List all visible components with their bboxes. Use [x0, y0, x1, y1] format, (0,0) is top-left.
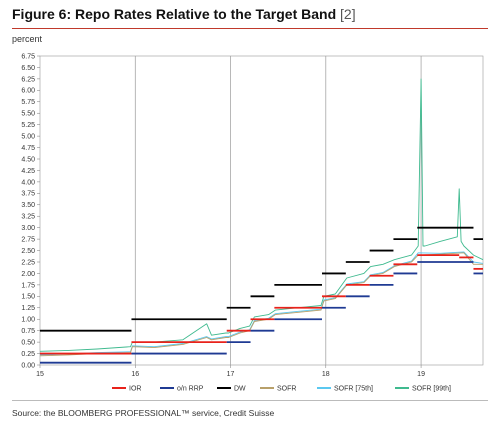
y-tick-label: 0.75	[21, 328, 35, 335]
series-sofr-line	[39, 252, 483, 357]
title-bar: Figure 6: Repo Rates Relative to the Tar…	[12, 6, 488, 29]
x-tick-label: 19	[417, 371, 425, 378]
x-tick-label: 15	[36, 371, 44, 378]
chart-legend: IOR o/n RRP DW SOFR SOFR [75th] SOFR [99th]	[112, 386, 451, 393]
y-tick-label: 6.00	[21, 88, 35, 95]
y-tick-label: 6.50	[21, 65, 35, 72]
y-tick-label: 6.25	[21, 76, 35, 83]
source-divider	[12, 400, 488, 401]
series-sofr-99th-line	[39, 78, 484, 352]
y-tick-label: 5.25	[21, 122, 35, 129]
y-tick-label: 0.25	[21, 351, 35, 358]
chart-title: Figure 6: Repo Rates Relative to the Tar…	[12, 6, 356, 22]
y-tick-label: 4.00	[21, 179, 35, 186]
y-tick-label: 0.50	[21, 340, 35, 347]
legend-label-sofr: SOFR	[277, 386, 296, 393]
chart-title-suffix: [2]	[340, 6, 356, 22]
y-tick-label: 3.25	[21, 214, 35, 221]
plot-area	[39, 78, 484, 364]
y-axis-ticks: 0.00 0.25 0.50 0.75 1.00 1.25 1.50 1.75 2.00 2.25…	[21, 53, 40, 369]
y-tick-label: 3.75	[21, 191, 35, 198]
y-tick-label: 3.50	[21, 202, 35, 209]
y-tick-label: 2.50	[21, 248, 35, 255]
x-tick-label: 18	[322, 371, 330, 378]
plot-frame	[39, 55, 484, 366]
y-tick-label: 4.50	[21, 156, 35, 163]
y-tick-label: 1.25	[21, 305, 35, 312]
y-tick-label: 5.75	[21, 99, 35, 106]
chart-title-text: Figure 6: Repo Rates Relative to the Tar…	[12, 6, 337, 22]
x-tick-label: 16	[131, 371, 139, 378]
x-tick-label: 17	[227, 371, 235, 378]
y-tick-label: 4.25	[21, 168, 35, 175]
y-tick-label: 6.75	[21, 53, 35, 60]
y-tick-label: 1.50	[21, 294, 35, 301]
x-axis-ticks: 15 16 17 18 19	[36, 365, 425, 378]
y-tick-label: 3.00	[21, 225, 35, 232]
legend-label-o-n-rrp: o/n RRP	[177, 386, 204, 393]
y-tick-label: 4.75	[21, 145, 35, 152]
y-tick-label: 2.75	[21, 237, 35, 244]
y-axis-unit: percent	[12, 34, 43, 44]
y-tick-label: 2.25	[21, 259, 35, 266]
legend-label-sofr-99th: SOFR [99th]	[412, 386, 451, 393]
legend-label-ior: IOR	[129, 386, 141, 393]
y-tick-label: 5.00	[21, 134, 35, 141]
y-tick-label: 1.00	[21, 317, 35, 324]
series-sofr-75th-line	[39, 251, 484, 356]
legend-label-sofr-75th: SOFR [75th]	[334, 386, 373, 393]
y-tick-label: 0.00	[21, 362, 35, 369]
source-note: Source: the BLOOMBERG PROFESSIONAL™ serv…	[12, 408, 275, 418]
y-tick-label: 2.00	[21, 271, 35, 278]
legend-label-dw: DW	[234, 386, 246, 393]
y-tick-label: 1.75	[21, 282, 35, 289]
y-tick-label: 5.50	[21, 111, 35, 118]
repo-rates-chart: 0.00 0.25 0.50 0.75 1.00 1.25 1.50 1.75 2.00 2.25…	[21, 53, 484, 393]
